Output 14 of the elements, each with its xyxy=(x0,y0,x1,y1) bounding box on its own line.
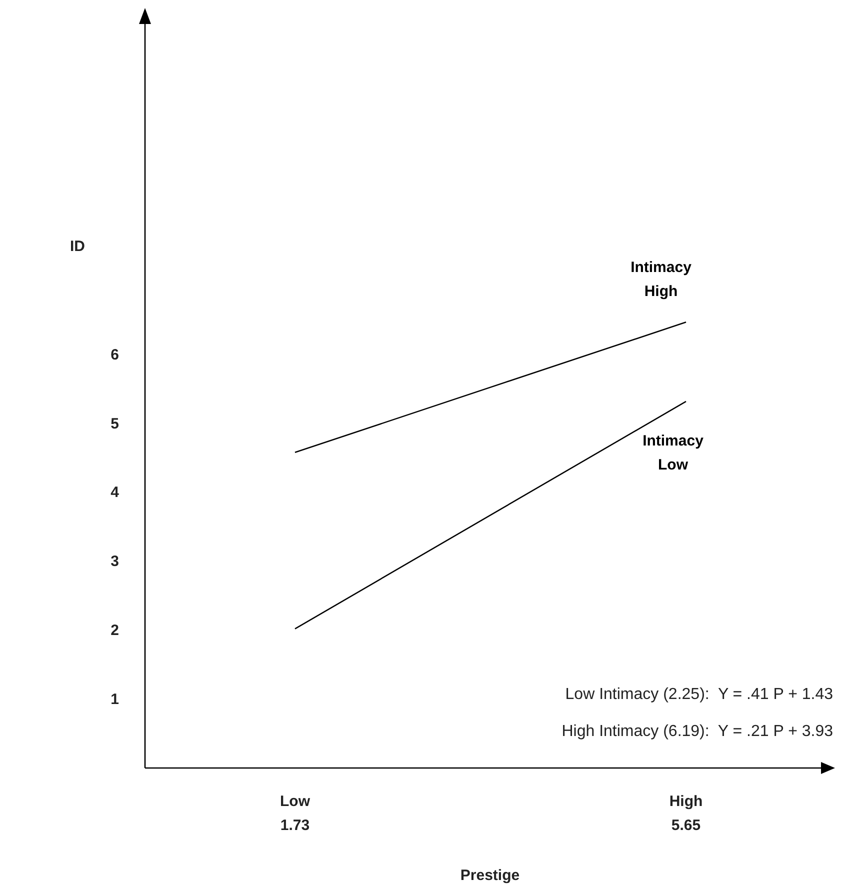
y-tick-label: 6 xyxy=(110,346,119,364)
y-tick-label: 1 xyxy=(110,690,119,708)
series-label: Intimacy High xyxy=(630,259,692,300)
x-tick-label: High 5.65 xyxy=(669,793,703,834)
y-tick-label: 5 xyxy=(110,415,119,432)
series-label: Intimacy Low xyxy=(642,432,704,474)
y-tick-label: 2 xyxy=(110,622,119,639)
annotation: Low Intimacy (2.25): Y = .41 P + 1.43 xyxy=(565,686,834,703)
y-tick-label: 3 xyxy=(110,553,119,570)
annotation: High Intimacy (6.19): Y = .21 P + 3.93 xyxy=(562,723,834,740)
y-axis-title: ID xyxy=(70,238,86,255)
y-tick-label: 4 xyxy=(110,484,120,502)
x-tick-label: Low 1.73 xyxy=(280,793,310,834)
x-axis-title: Prestige xyxy=(460,867,520,884)
